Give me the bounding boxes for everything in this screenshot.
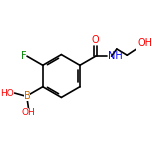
Text: O: O xyxy=(92,35,100,45)
Text: OH: OH xyxy=(22,108,35,117)
Text: F: F xyxy=(21,51,26,61)
Text: HO: HO xyxy=(0,89,14,98)
Text: NH: NH xyxy=(108,51,123,61)
Text: B: B xyxy=(24,91,30,101)
Text: OH: OH xyxy=(137,38,152,48)
